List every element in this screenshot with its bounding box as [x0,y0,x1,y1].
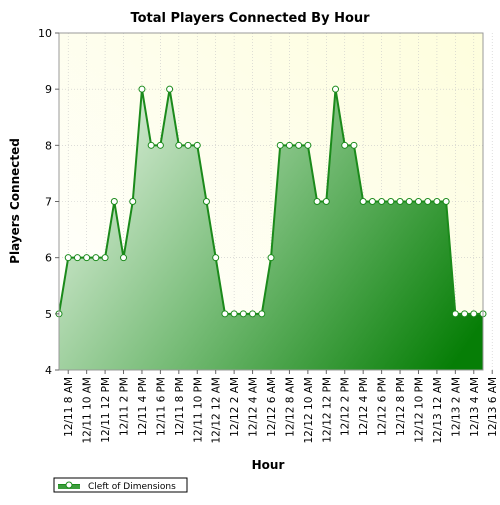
data-point [166,85,174,93]
data-point [129,198,137,205]
x-tick-label: 12/13 12 AM [432,377,444,444]
data-point [101,254,109,262]
data-point [156,141,164,149]
data-point [470,310,478,318]
data-point [138,85,146,93]
x-tick-label: 12/11 10 PM [192,377,204,443]
x-tick-label: 12/13 2 AM [450,377,462,437]
x-tick-label: 12/11 2 PM [119,377,131,436]
x-tick-label: 12/12 6 PM [377,377,389,436]
x-tick-label: 12/11 4 PM [137,377,149,436]
data-point [147,141,155,149]
data-point [368,198,376,205]
y-tick-label: 5 [45,308,52,321]
data-point [221,310,229,318]
x-tick-label: 12/12 8 AM [284,377,296,437]
x-tick-label: 12/12 12 PM [321,377,333,443]
x-tick-label: 12/12 8 PM [395,377,407,436]
x-tick-label: 12/13 6 AM [487,377,499,437]
data-point [387,198,395,205]
legend-box [53,477,188,493]
data-point [313,198,321,205]
data-point [304,141,312,149]
y-tick-label: 6 [45,252,52,265]
x-tick-label: 12/11 8 PM [174,377,186,436]
data-point [230,310,238,318]
data-point [73,254,81,262]
data-point [322,198,330,205]
data-point [267,254,275,262]
legend-entry-label: Cleft of Dimensions [88,482,176,492]
x-tick-label: 12/13 4 AM [469,377,481,437]
x-tick-label: 12/12 10 PM [413,377,425,443]
x-tick-label: 12/12 10 AM [303,377,315,444]
y-tick-label: 4 [45,364,52,377]
x-tick-label: 12/12 4 PM [358,377,370,436]
data-point [461,310,469,318]
x-tick-label: 12/11 8 AM [63,377,75,437]
data-points [55,85,487,318]
data-point [64,254,72,262]
legend-swatch-marker [65,481,73,489]
y-tick-label: 7 [45,196,52,209]
data-point [378,198,386,205]
data-point [433,198,441,205]
data-point [193,141,201,149]
y-axis-label: Players Connected [8,138,22,264]
data-point [258,310,266,318]
series-area-cleft-of-dimensions [59,89,483,371]
data-point [405,198,413,205]
data-point [175,141,183,149]
data-point [396,198,404,205]
data-point [359,198,367,205]
x-axis-label: Hour [252,458,285,472]
y-axis-ticks: 4 5 6 7 8 9 10 [38,27,59,377]
data-point [332,85,340,93]
data-point [212,254,220,262]
y-tick-label: 9 [45,83,52,96]
x-axis-ticks: 12/11 8 AM 12/11 10 AM 12/11 12 PM 12/11 2 … [63,370,499,444]
data-point [285,141,293,149]
data-point [295,141,303,149]
series-area-layer [59,89,483,371]
x-tick-label: 12/12 12 AM [211,377,223,444]
x-tick-label: 12/11 6 PM [155,377,167,436]
y-tick-label: 8 [45,139,52,152]
legend: Cleft of Dimensions [53,477,188,493]
x-tick-label: 12/12 2 AM [229,377,241,437]
data-point [110,198,118,205]
x-tick-label: 12/11 12 PM [100,377,112,443]
data-point [341,141,349,149]
data-point [92,254,100,262]
data-point [239,310,247,318]
chart-title: Total Players Connected By Hour [130,11,370,26]
data-point [202,198,210,205]
x-tick-label: 12/11 10 AM [82,377,94,444]
data-point [451,310,459,318]
data-point [83,254,91,262]
x-tick-label: 12/12 4 AM [248,377,260,437]
data-point [424,198,432,205]
data-point [350,141,358,149]
data-point [414,198,422,205]
x-tick-label: 12/12 6 AM [266,377,278,437]
y-tick-label: 10 [38,27,52,40]
data-point [249,310,257,318]
data-point [184,141,192,149]
data-point [442,198,450,205]
data-point [276,141,284,149]
data-point [120,254,128,262]
x-tick-label: 12/12 2 PM [340,377,352,436]
